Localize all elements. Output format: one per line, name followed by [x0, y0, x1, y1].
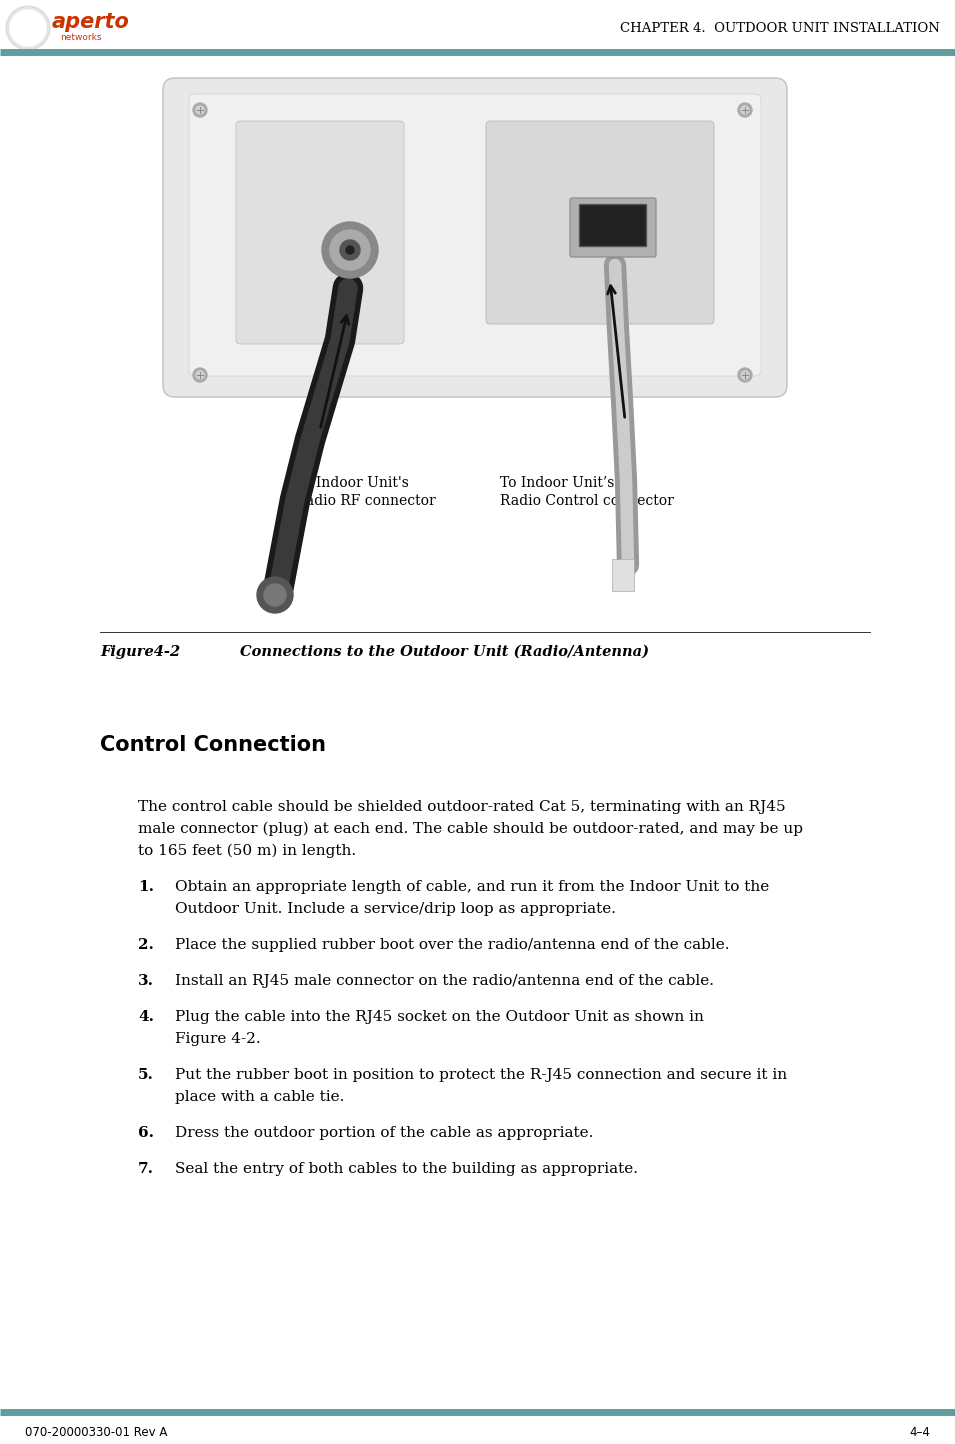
Text: male connector (plug) at each end. The cable should be outdoor-rated, and may be: male connector (plug) at each end. The c… — [138, 822, 803, 836]
FancyBboxPatch shape — [189, 94, 761, 375]
Text: Plug the cable into the RJ45 socket on the Outdoor Unit as shown in: Plug the cable into the RJ45 socket on t… — [175, 1009, 704, 1024]
Text: 7.: 7. — [138, 1162, 154, 1175]
Text: 1.: 1. — [138, 879, 154, 894]
Text: Connections to the Outdoor Unit (Radio/Antenna): Connections to the Outdoor Unit (Radio/A… — [240, 645, 649, 658]
Circle shape — [10, 10, 46, 46]
Text: 6.: 6. — [138, 1126, 154, 1139]
Text: place with a cable tie.: place with a cable tie. — [175, 1090, 345, 1105]
Circle shape — [346, 245, 354, 254]
Text: To Indoor Unit's: To Indoor Unit's — [295, 477, 409, 490]
Circle shape — [264, 583, 286, 606]
Text: 2.: 2. — [138, 939, 154, 952]
Text: 4.: 4. — [138, 1009, 154, 1024]
Text: Seal the entry of both cables to the building as appropriate.: Seal the entry of both cables to the bui… — [175, 1162, 638, 1175]
Bar — [70, 65, 885, 615]
Text: Obtain an appropriate length of cable, and run it from the Indoor Unit to the: Obtain an appropriate length of cable, a… — [175, 879, 769, 894]
Text: networks: networks — [60, 33, 101, 42]
Text: Install an RJ45 male connector on the radio/antenna end of the cable.: Install an RJ45 male connector on the ra… — [175, 975, 714, 988]
Text: Figure4-2: Figure4-2 — [100, 645, 180, 658]
Text: 5.: 5. — [138, 1069, 154, 1082]
FancyBboxPatch shape — [236, 121, 404, 344]
Text: Control Connection: Control Connection — [100, 735, 326, 755]
Circle shape — [193, 103, 207, 117]
Circle shape — [322, 222, 378, 279]
Circle shape — [738, 103, 752, 117]
Circle shape — [196, 105, 204, 114]
FancyBboxPatch shape — [163, 78, 787, 397]
Text: Figure 4-2.: Figure 4-2. — [175, 1032, 261, 1045]
Text: Place the supplied rubber boot over the radio/antenna end of the cable.: Place the supplied rubber boot over the … — [175, 939, 730, 952]
Text: To Indoor Unit’s: To Indoor Unit’s — [500, 477, 614, 490]
Circle shape — [340, 240, 360, 260]
Circle shape — [330, 230, 370, 270]
Text: 3.: 3. — [138, 975, 154, 988]
Circle shape — [6, 6, 50, 51]
Text: Put the rubber boot in position to protect the R-J45 connection and secure it in: Put the rubber boot in position to prote… — [175, 1069, 787, 1082]
Text: The control cable should be shielded outdoor-rated Cat 5, terminating with an RJ: The control cable should be shielded out… — [138, 800, 786, 814]
FancyBboxPatch shape — [486, 121, 714, 323]
Text: CHAPTER 4.  OUTDOOR UNIT INSTALLATION: CHAPTER 4. OUTDOOR UNIT INSTALLATION — [620, 22, 940, 35]
Circle shape — [738, 368, 752, 383]
Circle shape — [741, 371, 749, 378]
Text: 070-20000330-01 Rev A: 070-20000330-01 Rev A — [25, 1425, 167, 1438]
Circle shape — [193, 368, 207, 383]
FancyBboxPatch shape — [579, 204, 646, 245]
FancyBboxPatch shape — [570, 198, 656, 257]
Text: Radio RF connector: Radio RF connector — [295, 494, 435, 508]
Text: Outdoor Unit. Include a service/drip loop as appropriate.: Outdoor Unit. Include a service/drip loo… — [175, 902, 616, 915]
FancyBboxPatch shape — [612, 559, 634, 591]
Circle shape — [741, 105, 749, 114]
Text: 4–4: 4–4 — [909, 1425, 930, 1438]
Text: aperto: aperto — [52, 12, 130, 32]
Circle shape — [196, 371, 204, 378]
Circle shape — [257, 578, 293, 614]
Text: Radio Control connector: Radio Control connector — [500, 494, 674, 508]
Text: to 165 feet (50 m) in length.: to 165 feet (50 m) in length. — [138, 843, 356, 858]
Text: Dress the outdoor portion of the cable as appropriate.: Dress the outdoor portion of the cable a… — [175, 1126, 593, 1139]
